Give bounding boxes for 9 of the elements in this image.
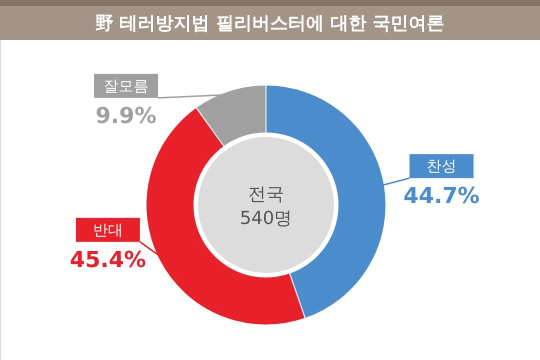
text: 전국: [248, 184, 284, 205]
data-label: 9.9%: [95, 104, 157, 129]
slice-label: 반대: [92, 220, 123, 239]
slice-label: 잘모름: [104, 76, 148, 95]
slice-label: 찬성: [426, 157, 457, 176]
data-label: 44.7%: [403, 184, 480, 210]
text: 540명: [240, 208, 292, 229]
data-label: 45.4%: [70, 248, 146, 273]
chart-title: 野 테러방지법 필리버스터에 대한 국민여론: [95, 13, 445, 34]
